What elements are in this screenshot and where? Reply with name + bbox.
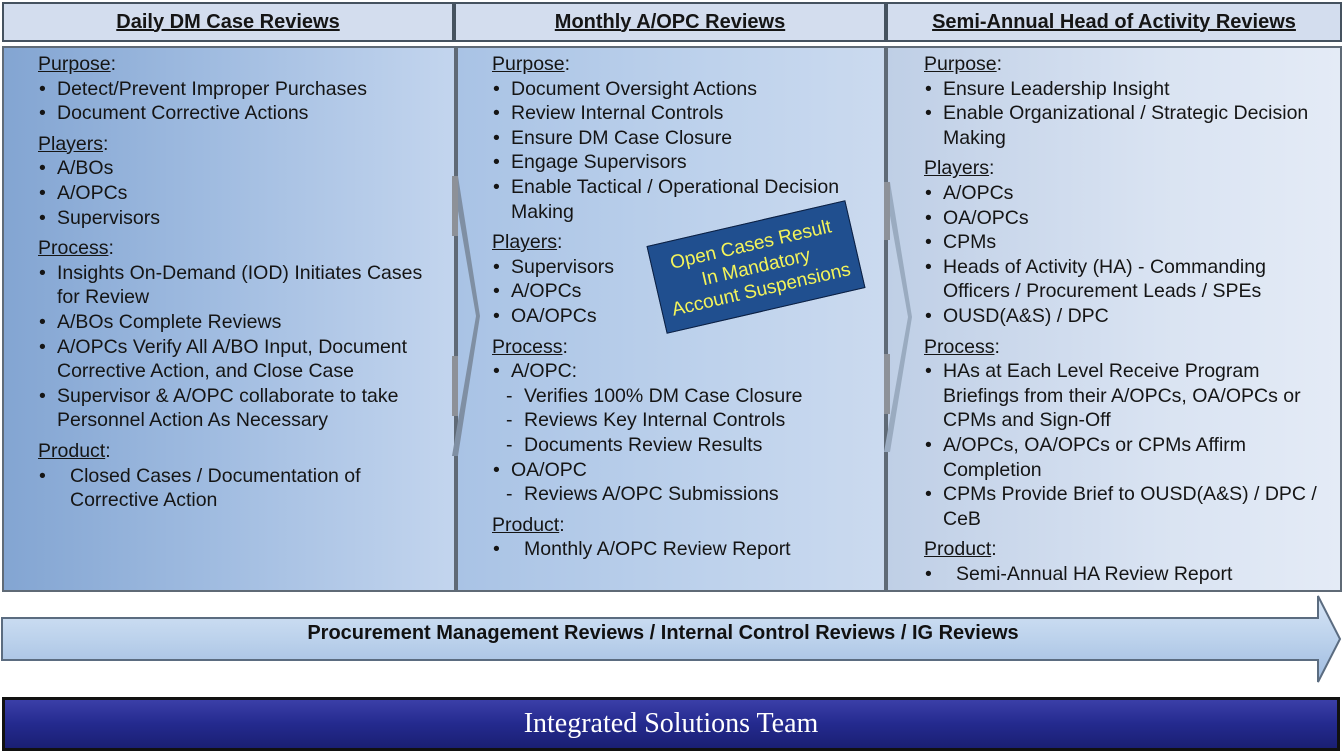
players-heading: Players: bbox=[38, 132, 109, 155]
column-headers: Daily DM Case Reviews Monthly A/OPC Revi… bbox=[0, 0, 1342, 46]
list-item: Supervisor & A/OPC collaborate to take P… bbox=[38, 384, 442, 433]
list-item: Enable Organizational / Strategic Decisi… bbox=[924, 101, 1328, 150]
players-list: A/OPCs OA/OPCs CPMs Heads of Activity (H… bbox=[924, 181, 1328, 329]
product-heading: Product: bbox=[924, 538, 997, 561]
players-heading: Players: bbox=[924, 157, 995, 180]
players-list: A/BOs A/OPCs Supervisors bbox=[38, 156, 442, 230]
list-item: Review Internal Controls bbox=[492, 101, 872, 126]
list-item: OA/OPCs bbox=[924, 206, 1328, 231]
header-semi-annual-ha-reviews: Semi-Annual Head of Activity Reviews bbox=[886, 2, 1342, 42]
header-monthly-aopc-reviews: Monthly A/OPC Reviews bbox=[454, 2, 886, 42]
chevron-right-icon bbox=[452, 176, 480, 456]
product-list: Semi-Annual HA Review Report bbox=[924, 562, 1328, 587]
list-item: Heads of Activity (HA) - Commanding Offi… bbox=[924, 255, 1328, 304]
purpose-list: Ensure Leadership Insight Enable Organiz… bbox=[924, 77, 1328, 151]
header-daily-dm-case-reviews: Daily DM Case Reviews bbox=[2, 2, 454, 42]
list-item: Verifies 100% DM Case Closure bbox=[492, 384, 872, 409]
list-item: Insights On-Demand (IOD) Initiates Cases… bbox=[38, 261, 442, 310]
list-item: Reviews Key Internal Controls bbox=[492, 408, 872, 433]
product-heading: Product: bbox=[492, 513, 565, 536]
process-list: HAs at Each Level Receive Program Briefi… bbox=[924, 359, 1328, 531]
list-item: Document Corrective Actions bbox=[38, 101, 442, 126]
process-list: Insights On-Demand (IOD) Initiates Cases… bbox=[38, 261, 442, 433]
purpose-list: Document Oversight Actions Review Intern… bbox=[492, 77, 872, 225]
chevron-right-icon bbox=[884, 182, 912, 452]
list-item: Detect/Prevent Improper Purchases bbox=[38, 77, 442, 102]
purpose-list: Detect/Prevent Improper Purchases Docume… bbox=[38, 77, 442, 126]
list-item: OUSD(A&S) / DPC bbox=[924, 304, 1328, 329]
list-item: OA/OPC bbox=[492, 458, 872, 483]
list-item: A/BOs bbox=[38, 156, 442, 181]
list-item: A/BOs Complete Reviews bbox=[38, 310, 442, 335]
integrated-solutions-team-bar: Integrated Solutions Team bbox=[2, 697, 1340, 751]
players-heading: Players: bbox=[492, 231, 563, 254]
list-item: A/OPC: bbox=[492, 359, 872, 384]
process-list: A/OPC: Verifies 100% DM Case Closure Rev… bbox=[492, 359, 872, 507]
list-item: CPMs Provide Brief to OUSD(A&S) / DPC / … bbox=[924, 482, 1328, 531]
list-item: A/OPCs, OA/OPCs or CPMs Affirm Completio… bbox=[924, 433, 1328, 482]
monthly-reviews-panel: Purpose: Document Oversight Actions Revi… bbox=[456, 46, 886, 592]
list-item: OA/OPCs bbox=[492, 304, 872, 329]
list-item: Documents Review Results bbox=[492, 433, 872, 458]
daily-reviews-panel: Purpose: Detect/Prevent Improper Purchas… bbox=[2, 46, 456, 592]
process-heading: Process: bbox=[38, 237, 114, 260]
list-item: A/OPCs bbox=[492, 279, 872, 304]
list-item: Ensure DM Case Closure bbox=[492, 126, 872, 151]
list-item: CPMs bbox=[924, 230, 1328, 255]
semi-annual-reviews-panel: Purpose: Ensure Leadership Insight Enabl… bbox=[886, 46, 1342, 592]
list-item: Enable Tactical / Operational Decision M… bbox=[492, 175, 872, 224]
list-item: Supervisors bbox=[492, 255, 872, 280]
purpose-heading: Purpose: bbox=[924, 53, 1003, 75]
purpose-heading: Purpose: bbox=[492, 53, 571, 75]
list-item: Ensure Leadership Insight bbox=[924, 77, 1328, 102]
list-item: Supervisors bbox=[38, 206, 442, 231]
list-item: A/OPCs bbox=[924, 181, 1328, 206]
process-heading: Process: bbox=[492, 335, 568, 358]
product-list: Monthly A/OPC Review Report bbox=[492, 537, 872, 562]
reviews-arrow-label: Procurement Management Reviews / Interna… bbox=[307, 622, 1019, 644]
process-heading: Process: bbox=[924, 335, 1000, 358]
list-item: HAs at Each Level Receive Program Briefi… bbox=[924, 359, 1328, 433]
list-item: Semi-Annual HA Review Report bbox=[924, 562, 1328, 587]
list-item: Reviews A/OPC Submissions bbox=[492, 482, 872, 507]
list-item: Engage Supervisors bbox=[492, 150, 872, 175]
list-item: Monthly A/OPC Review Report bbox=[492, 537, 872, 562]
list-item: Document Oversight Actions bbox=[492, 77, 872, 102]
purpose-heading: Purpose: bbox=[38, 53, 117, 75]
players-list: Supervisors A/OPCs OA/OPCs bbox=[492, 255, 872, 329]
product-heading: Product: bbox=[38, 439, 111, 462]
product-list: Closed Cases / Documentation of Correcti… bbox=[38, 464, 442, 513]
list-item: A/OPCs bbox=[38, 181, 442, 206]
list-item: A/OPCs Verify All A/BO Input, Document C… bbox=[38, 335, 442, 384]
list-item: Closed Cases / Documentation of Correcti… bbox=[38, 464, 442, 513]
reviews-arrow bbox=[1, 595, 1342, 683]
